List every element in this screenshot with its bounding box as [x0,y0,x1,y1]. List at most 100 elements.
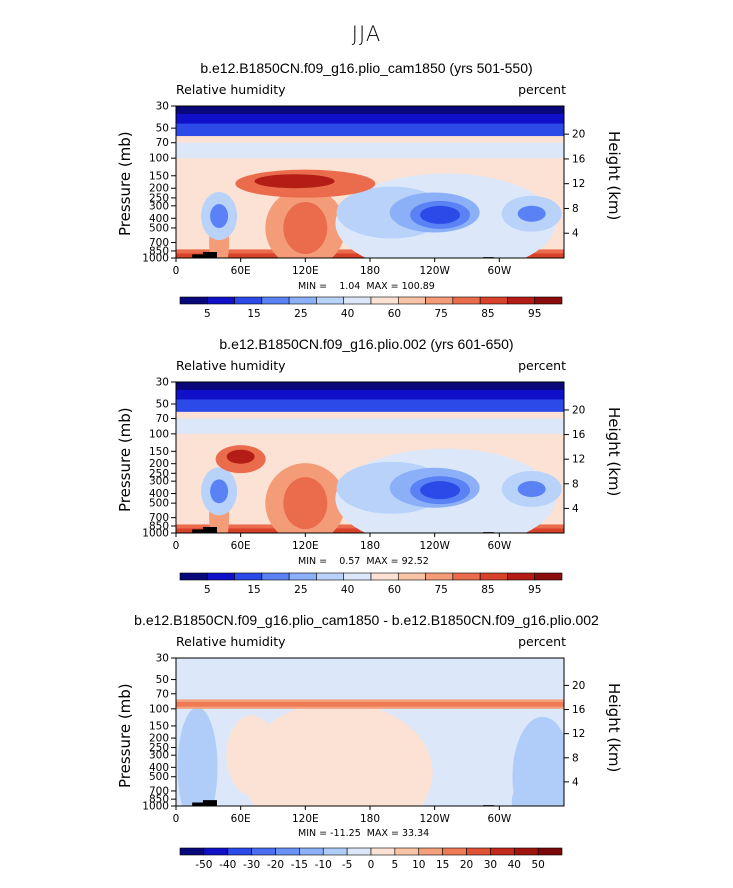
panel-3-unit-label: percent [518,634,566,649]
topography-asia [192,800,217,806]
y-tick-label: 300 [149,476,169,488]
y-tick-label: 850 [149,521,169,533]
colorbar-segment [346,847,372,856]
colorbar-segment [534,572,563,581]
field-dry-east-core [517,481,546,498]
panel-2-max-label: MAX = [366,556,399,567]
panel-3-max-value: 33.34 [402,828,430,839]
y-tick-label: 250 [149,192,169,204]
y-tick-label: 850 [149,794,169,806]
panel-1-min-value: 1.04 [339,281,361,292]
colorbar-segment [534,296,563,305]
colorbar-label: -10 [315,859,332,871]
colorbar-label: 85 [481,584,494,596]
field-strat-3 [176,382,564,390]
y2-tick-label: 20 [572,404,585,416]
y-tick-label: 500 [149,498,169,510]
field-dry-west-core [210,204,229,229]
panel-3-min-value: -11.25 [330,828,361,839]
colorbar-label: -5 [342,859,352,871]
y2-tick-label: 4 [572,228,579,240]
y-tick-label: 100 [149,153,169,165]
x-tick-label: 60E [231,813,251,825]
colorbar-label: 0 [368,859,375,871]
y-tick-label: 70 [156,413,169,425]
y2-tick-label: 12 [572,454,585,466]
x-tick-label: 0 [173,265,180,277]
colorbar-segment [322,847,348,856]
colorbar-label: 5 [204,584,211,596]
colorbar-label: 40 [341,584,354,596]
x-tick-label: 120W [419,265,450,277]
y2-tick-label: 20 [572,680,585,692]
y-tick-label: 150 [149,170,169,182]
y2-tick-label: 16 [572,704,586,716]
field-negative-east [512,716,564,806]
y-tick-label: 300 [149,200,169,212]
colorbar-segment [299,847,324,856]
y-tick-label: 250 [149,468,169,480]
panel-2-max-value: 92.52 [401,556,429,567]
y-tick-label: 200 [149,733,169,745]
topography-asia [192,251,217,258]
field-positive-anomaly [242,702,433,806]
colorbar-segment [537,847,563,856]
field-negative-west [177,707,218,806]
colorbar-label: -15 [291,859,308,871]
colorbar-label: 95 [528,584,541,596]
y-tick-label: 70 [156,688,169,700]
colorbar-label: 5 [392,859,399,871]
x-tick-label: 60W [487,813,511,825]
colorbar-segment [442,847,467,856]
y-tick-label: 400 [149,488,169,500]
y-tick-label: 1000 [142,801,169,813]
colorbar-label: 60 [388,584,401,596]
y-tick-label: 850 [149,245,169,257]
panel-3-min-label: MIN = [298,828,328,839]
x-tick-label: 60W [487,265,511,277]
colorbar-segment [418,847,443,856]
y-tick-label: 250 [149,742,169,754]
field-moist-column-core [283,477,328,530]
colorbar-label: -20 [267,859,284,871]
y-tick-label: 1000 [142,253,169,265]
panel-1-variable-label: Relative humidity [176,82,286,97]
y2-tick-label: 4 [572,776,579,788]
y-tick-label: 50 [156,123,169,135]
field-upper-anomaly-core [176,701,564,707]
panel-1-title: b.e12.B1850CN.f09_g16.plio_cam1850 (yrs … [200,60,533,76]
y-tick-label: 500 [149,222,169,234]
y-tick-label: 200 [149,458,169,470]
y2-tick-label: 8 [572,203,579,215]
colorbar-label: 60 [388,308,401,320]
colorbar-label: 75 [434,308,447,320]
colorbar-label: 15 [247,308,260,320]
colorbar-label: 20 [460,859,473,871]
y-tick-label: 150 [149,720,169,732]
colorbar-label: 15 [247,584,260,596]
panel-1-max-label: MAX = [366,281,399,292]
x-tick-label: 60E [231,540,251,552]
field-upper-moist-core [254,174,335,189]
field-positive-anomaly-west [226,715,277,796]
panel-2-variable-label: Relative humidity [176,358,286,373]
field-upper-moist-core [226,449,255,464]
y-tick-label: 700 [149,512,169,524]
panel-1-min-label: MIN = [298,281,328,292]
colorbar-label: -50 [195,859,212,871]
x-tick-label: 120E [292,813,319,825]
x-tick-label: 0 [173,540,180,552]
colorbar-segment [513,847,539,856]
y-tick-label: 150 [149,446,169,458]
panel-2-min-value: 0.57 [339,556,361,567]
panel-2-min-label: MIN = [298,556,328,567]
x-tick-label: 0 [173,813,180,825]
y-tick-label: 50 [156,398,169,410]
colorbar-label: 75 [434,584,447,596]
y-tick-label: 400 [149,213,169,225]
y-tick-label: 700 [149,785,169,797]
y2-tick-label: 16 [572,429,586,441]
y2-tick-label: 8 [572,478,579,490]
